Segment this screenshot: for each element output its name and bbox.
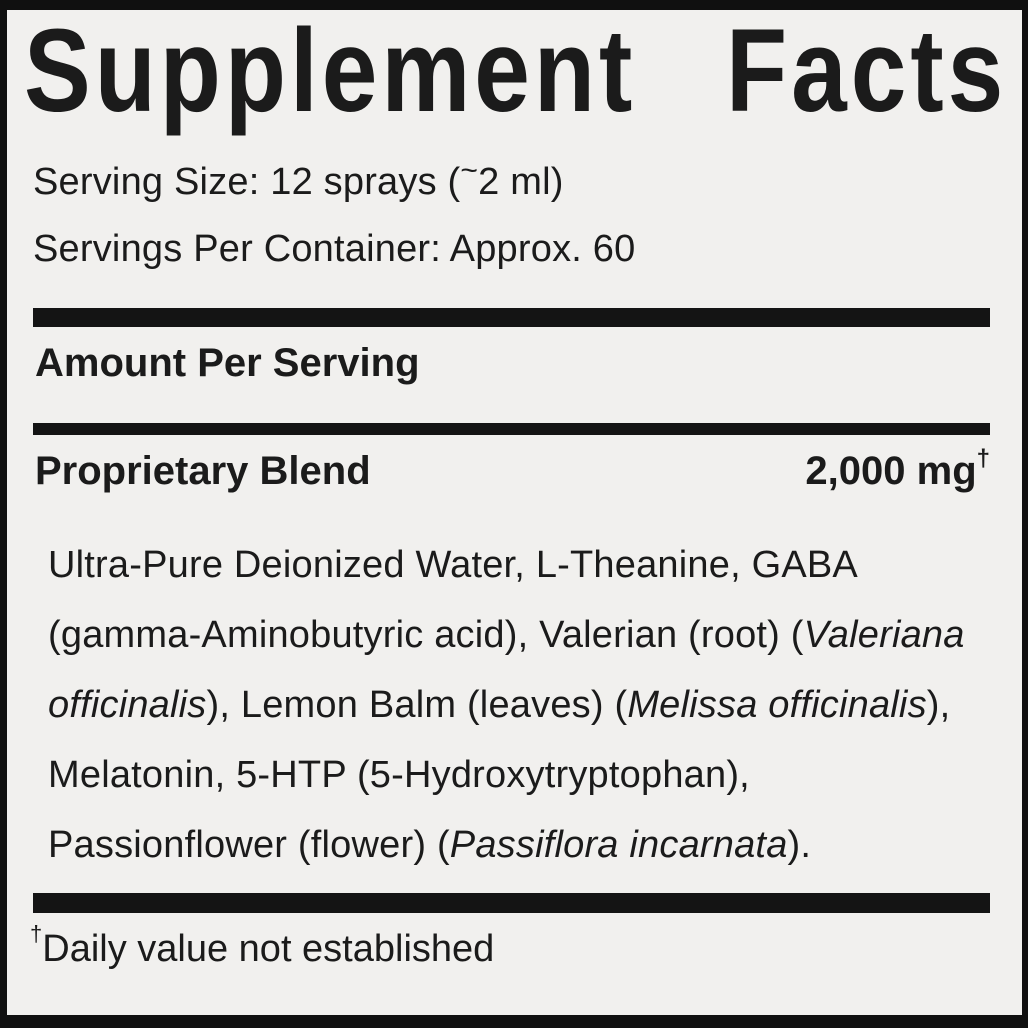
blend-amount-value: 2,000 mg <box>805 449 977 493</box>
dagger-symbol: † <box>30 921 43 946</box>
approx-tilde-symbol: ~ <box>460 154 479 187</box>
serving-size-line: Serving Size: 12 sprays (~2 ml) <box>33 149 635 216</box>
ingredients-segment: ), Lemon Balm (leaves) ( <box>206 684 628 726</box>
servings-per-container-line: Servings Per Container: Approx. 60 <box>33 228 636 270</box>
serving-size-suffix: 2 ml) <box>478 161 564 203</box>
divider-bar-medium <box>33 423 990 435</box>
footnote-text: Daily value not established <box>42 928 495 970</box>
blend-name: Proprietary Blend <box>35 449 371 493</box>
ingredients-segment: ). <box>787 824 812 866</box>
serving-info-block: Serving Size: 12 sprays (~2 ml) Servings… <box>33 149 635 283</box>
dagger-symbol: † <box>976 445 990 472</box>
blend-amount: 2,000 mg† <box>805 445 990 494</box>
divider-bar-thick-bottom <box>33 893 990 913</box>
ingredients-segment: Ultra-Pure Deionized Water, L-Theanine, … <box>48 544 856 656</box>
daily-value-footnote: †Daily value not established <box>30 921 494 977</box>
panel-title: Supplement Facts <box>24 4 1008 138</box>
ingredients-latin-name: Passiflora incarnata <box>449 824 788 866</box>
serving-size-prefix: Serving Size: 12 sprays ( <box>33 161 461 203</box>
ingredients-latin-name: Melissa officinalis <box>627 684 927 726</box>
proprietary-blend-row: Proprietary Blend 2,000 mg† <box>35 445 990 494</box>
divider-bar-thick-top <box>33 308 990 327</box>
ingredients-latin-name: Valeriana officinalis <box>48 614 965 726</box>
ingredients-segment: ), Melatonin, 5-HTP (5-Hydroxytryptophan… <box>48 684 951 866</box>
amount-per-serving-heading: Amount Per Serving <box>35 341 420 385</box>
ingredients-paragraph: Ultra-Pure Deionized Water, L-Theanine, … <box>48 530 990 880</box>
